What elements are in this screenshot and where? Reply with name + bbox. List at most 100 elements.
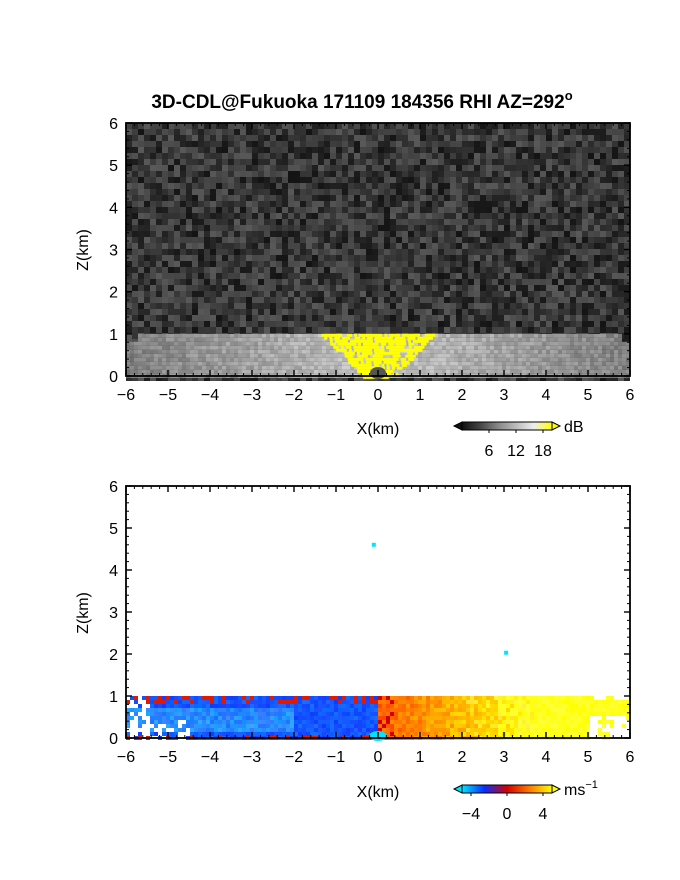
noise-cell (594, 147, 600, 153)
noise-cell (618, 201, 624, 207)
noise-cell (360, 315, 366, 321)
noise-cell (216, 285, 222, 291)
layer-cell (262, 361, 266, 366)
noise-cell (504, 237, 510, 243)
noise-cell (132, 255, 138, 261)
layer-cell (522, 333, 526, 338)
noise-cell (138, 183, 144, 189)
layer-cell (522, 357, 526, 362)
noise-cell (306, 267, 312, 273)
noise-cell (612, 207, 618, 213)
noise-cell (288, 315, 294, 321)
noise-cell (462, 147, 468, 153)
noise-cell (144, 327, 150, 333)
layer-cell (142, 333, 146, 338)
layer-cell (162, 337, 166, 342)
noise-cell (606, 315, 612, 321)
noise-cell (162, 267, 168, 273)
noise-cell (180, 279, 186, 285)
layer-cell (210, 341, 214, 346)
layer-cell (614, 345, 618, 350)
layer-cell (142, 337, 146, 342)
noise-cell (342, 195, 348, 201)
noise-cell (162, 237, 168, 243)
noise-cell (282, 303, 288, 309)
layer-cell (586, 353, 590, 358)
noise-cell (270, 201, 276, 207)
noise-cell (510, 189, 516, 195)
noise-cell (468, 285, 474, 291)
layer-cell (130, 361, 134, 366)
noise-cell (348, 177, 354, 183)
layer-cell (242, 369, 246, 374)
noise-cell (558, 201, 564, 207)
noise-cell (270, 375, 276, 381)
noise-cell (570, 183, 576, 189)
noise-cell (582, 177, 588, 183)
noise-cell (462, 255, 468, 261)
noise-cell (294, 165, 300, 171)
noise-cell (270, 243, 276, 249)
noise-cell (366, 309, 372, 315)
layer-cell (278, 333, 282, 338)
noise-cell (168, 267, 174, 273)
noise-cell (582, 375, 588, 381)
noise-cell (270, 255, 276, 261)
noise-cell (552, 285, 558, 291)
noise-cell (180, 255, 186, 261)
noise-cell (420, 183, 426, 189)
layer-cell (274, 337, 278, 342)
noise-cell (486, 123, 492, 129)
noise-cell (168, 159, 174, 165)
layer-cell (566, 337, 570, 342)
noise-cell (366, 321, 372, 327)
noise-cell (582, 219, 588, 225)
noise-cell (582, 225, 588, 231)
layer-cell (286, 333, 290, 338)
noise-cell (144, 309, 150, 315)
layer-cell (246, 357, 250, 362)
noise-cell (234, 285, 240, 291)
noise-cell (228, 201, 234, 207)
noise-cell (468, 213, 474, 219)
noise-cell (336, 219, 342, 225)
noise-cell (444, 243, 450, 249)
noise-cell (138, 129, 144, 135)
noise-cell (312, 213, 318, 219)
layer-cell (162, 341, 166, 346)
noise-cell (480, 291, 486, 297)
noise-cell (216, 219, 222, 225)
noise-cell (204, 123, 210, 129)
layer-cell (478, 349, 482, 354)
noise-cell (240, 273, 246, 279)
noise-cell (360, 225, 366, 231)
noise-cell (402, 147, 408, 153)
layer-cell (206, 369, 210, 374)
noise-cell (312, 291, 318, 297)
noise-cell (618, 141, 624, 147)
noise-cell (438, 207, 444, 213)
noise-cell (276, 315, 282, 321)
noise-cell (324, 135, 330, 141)
noise-cell (480, 147, 486, 153)
noise-cell (294, 135, 300, 141)
layer-cell (506, 337, 510, 342)
noise-cell (138, 267, 144, 273)
layer-cell (614, 333, 618, 338)
noise-cell (594, 315, 600, 321)
noise-cell (210, 237, 216, 243)
noise-cell (330, 279, 336, 285)
noise-cell (564, 177, 570, 183)
noise-cell (222, 183, 228, 189)
noise-cell (600, 237, 606, 243)
noise-cell (606, 231, 612, 237)
noise-cell (474, 135, 480, 141)
noise-cell (132, 285, 138, 291)
noise-cell (324, 375, 330, 381)
layer-cell (258, 353, 262, 358)
noise-cell (174, 129, 180, 135)
layer-cell (302, 345, 306, 350)
noise-cell (432, 165, 438, 171)
noise-cell (468, 135, 474, 141)
layer-cell (222, 365, 226, 370)
